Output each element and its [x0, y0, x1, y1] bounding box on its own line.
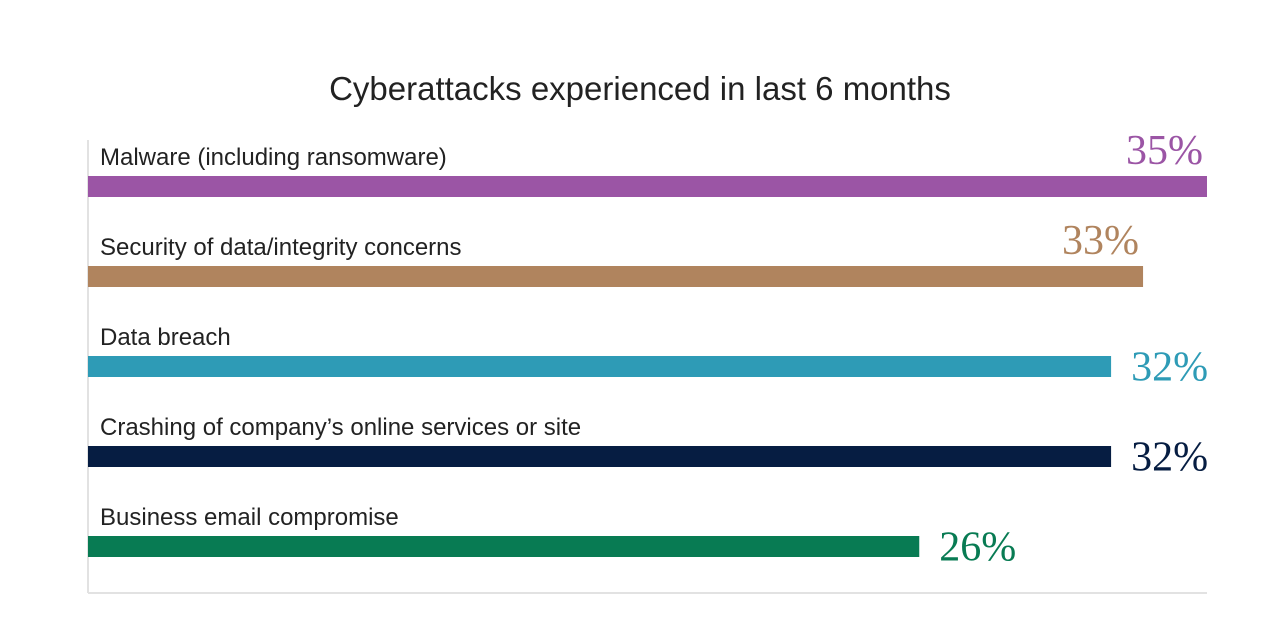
- category-label: Security of data/integrity concerns: [100, 234, 462, 261]
- bar: [88, 266, 1144, 287]
- bar: [88, 536, 920, 557]
- bar: [88, 356, 1112, 377]
- value-label: 32%: [1131, 345, 1208, 391]
- bar: [88, 446, 1112, 467]
- value-label: 33%: [1062, 218, 1139, 264]
- value-label: 26%: [939, 525, 1016, 571]
- value-label: 32%: [1131, 435, 1208, 481]
- category-label: Malware (including ransomware): [100, 144, 447, 171]
- category-label: Crashing of company’s online services or…: [100, 414, 581, 441]
- chart-title: Cyberattacks experienced in last 6 month…: [329, 70, 951, 107]
- bar: [88, 176, 1207, 197]
- category-label: Business email compromise: [100, 504, 399, 531]
- category-label: Data breach: [100, 324, 231, 351]
- value-label: 35%: [1126, 128, 1203, 174]
